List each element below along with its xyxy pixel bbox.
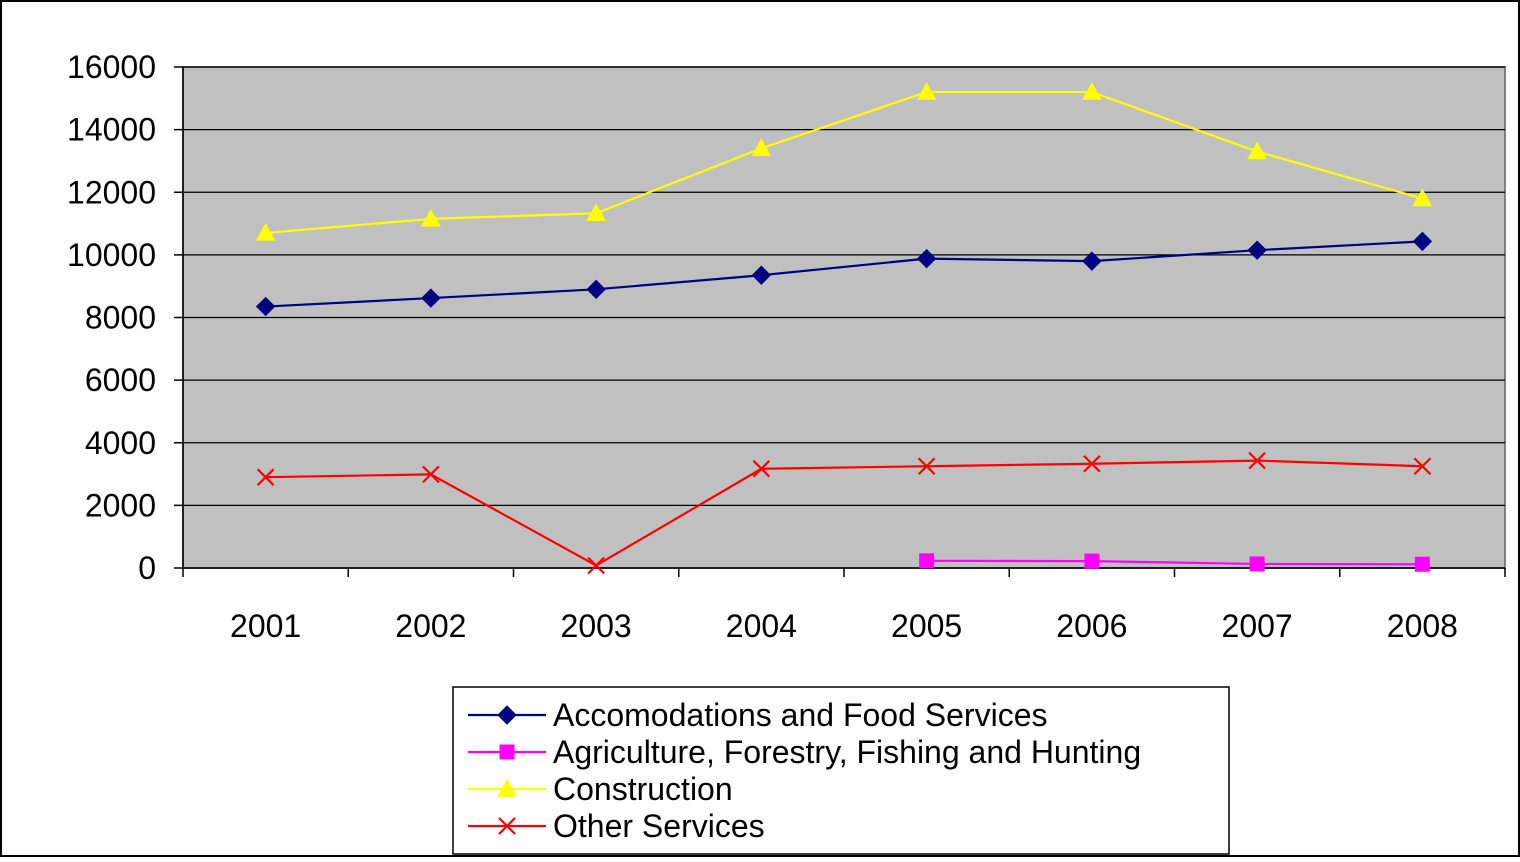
data-point <box>587 556 605 575</box>
y-tick-label: 14000 <box>67 112 156 148</box>
data-point <box>916 248 937 269</box>
y-tick-label: 10000 <box>67 237 156 273</box>
data-point <box>586 203 606 221</box>
y-tick-label: 12000 <box>67 174 156 210</box>
legend-marker <box>497 778 517 797</box>
data-point <box>752 459 771 478</box>
data-point <box>586 279 606 300</box>
data-point <box>256 468 275 486</box>
data-point <box>1083 454 1101 473</box>
series-line-3 <box>265 459 1423 567</box>
series-2 <box>255 82 1433 241</box>
data-point <box>1413 457 1432 476</box>
legend: Accomodations and Food ServicesAgricultu… <box>452 686 1230 855</box>
data-point <box>1412 231 1433 252</box>
legend-label: Agriculture, Forestry, Fishing and Hunti… <box>553 734 1141 770</box>
y-axis-tick-labels: 0 2000 4000 6000 8000 10000 12000 14000 16000 <box>67 49 156 586</box>
series-line-2 <box>265 90 1423 235</box>
data-point <box>751 265 772 285</box>
data-point <box>1084 553 1100 569</box>
data-point <box>1249 556 1265 572</box>
data-point <box>1414 556 1430 572</box>
y-tick-label: 8000 <box>85 300 156 336</box>
series-layer <box>255 82 1433 575</box>
x-axis-tick-labels: 2001 2002 2003 2004 2005 2006 2007 2008 <box>230 608 1458 644</box>
data-point <box>916 82 937 100</box>
data-point <box>255 296 276 317</box>
x-tick-label: 2008 <box>1387 608 1458 644</box>
legend-box <box>452 686 1230 855</box>
x-tick-label: 2002 <box>395 608 466 644</box>
data-point <box>1248 451 1266 470</box>
series-3 <box>256 451 1432 575</box>
data-point <box>917 457 936 476</box>
legend-label: Construction <box>553 771 733 807</box>
data-point <box>421 208 441 227</box>
legend-label: Other Services <box>553 808 765 844</box>
y-tick-label: 0 <box>138 550 156 586</box>
x-tick-label: 2003 <box>561 608 632 644</box>
axes <box>174 66 1506 577</box>
data-point <box>919 553 935 569</box>
legend-entry: Agriculture, Forestry, Fishing and Hunti… <box>468 734 1141 770</box>
x-tick-label: 2001 <box>230 608 301 644</box>
data-point <box>1412 188 1433 207</box>
data-point <box>1082 251 1102 271</box>
x-tick-label: 2007 <box>1222 608 1293 644</box>
y-tick-label: 2000 <box>85 487 156 523</box>
x-tick-label: 2005 <box>891 608 962 644</box>
series-1 <box>919 553 1430 572</box>
data-point <box>421 288 441 308</box>
x-tick-label: 2004 <box>726 608 797 644</box>
series-line-0 <box>265 240 1423 308</box>
y-tick-label: 4000 <box>85 425 156 461</box>
legend-marker <box>497 705 517 725</box>
data-point <box>1247 141 1267 160</box>
data-point <box>751 138 772 157</box>
series-line-1 <box>926 559 1423 566</box>
series-0 <box>255 231 1433 317</box>
gridlines <box>183 66 1505 506</box>
y-tick-label: 6000 <box>85 362 156 398</box>
legend-marker <box>499 744 515 760</box>
data-point <box>1247 240 1267 260</box>
legend-entry: Accomodations and Food Services <box>468 697 1047 733</box>
data-point <box>1082 82 1102 100</box>
legend-entry: Construction <box>468 771 733 807</box>
legend-entry: Other Services <box>468 808 765 844</box>
legend-label: Accomodations and Food Services <box>553 697 1047 733</box>
legend-marker <box>498 817 516 835</box>
data-point <box>422 465 440 484</box>
data-point <box>255 222 276 241</box>
y-tick-label: 16000 <box>67 49 156 85</box>
x-tick-label: 2006 <box>1056 608 1127 644</box>
